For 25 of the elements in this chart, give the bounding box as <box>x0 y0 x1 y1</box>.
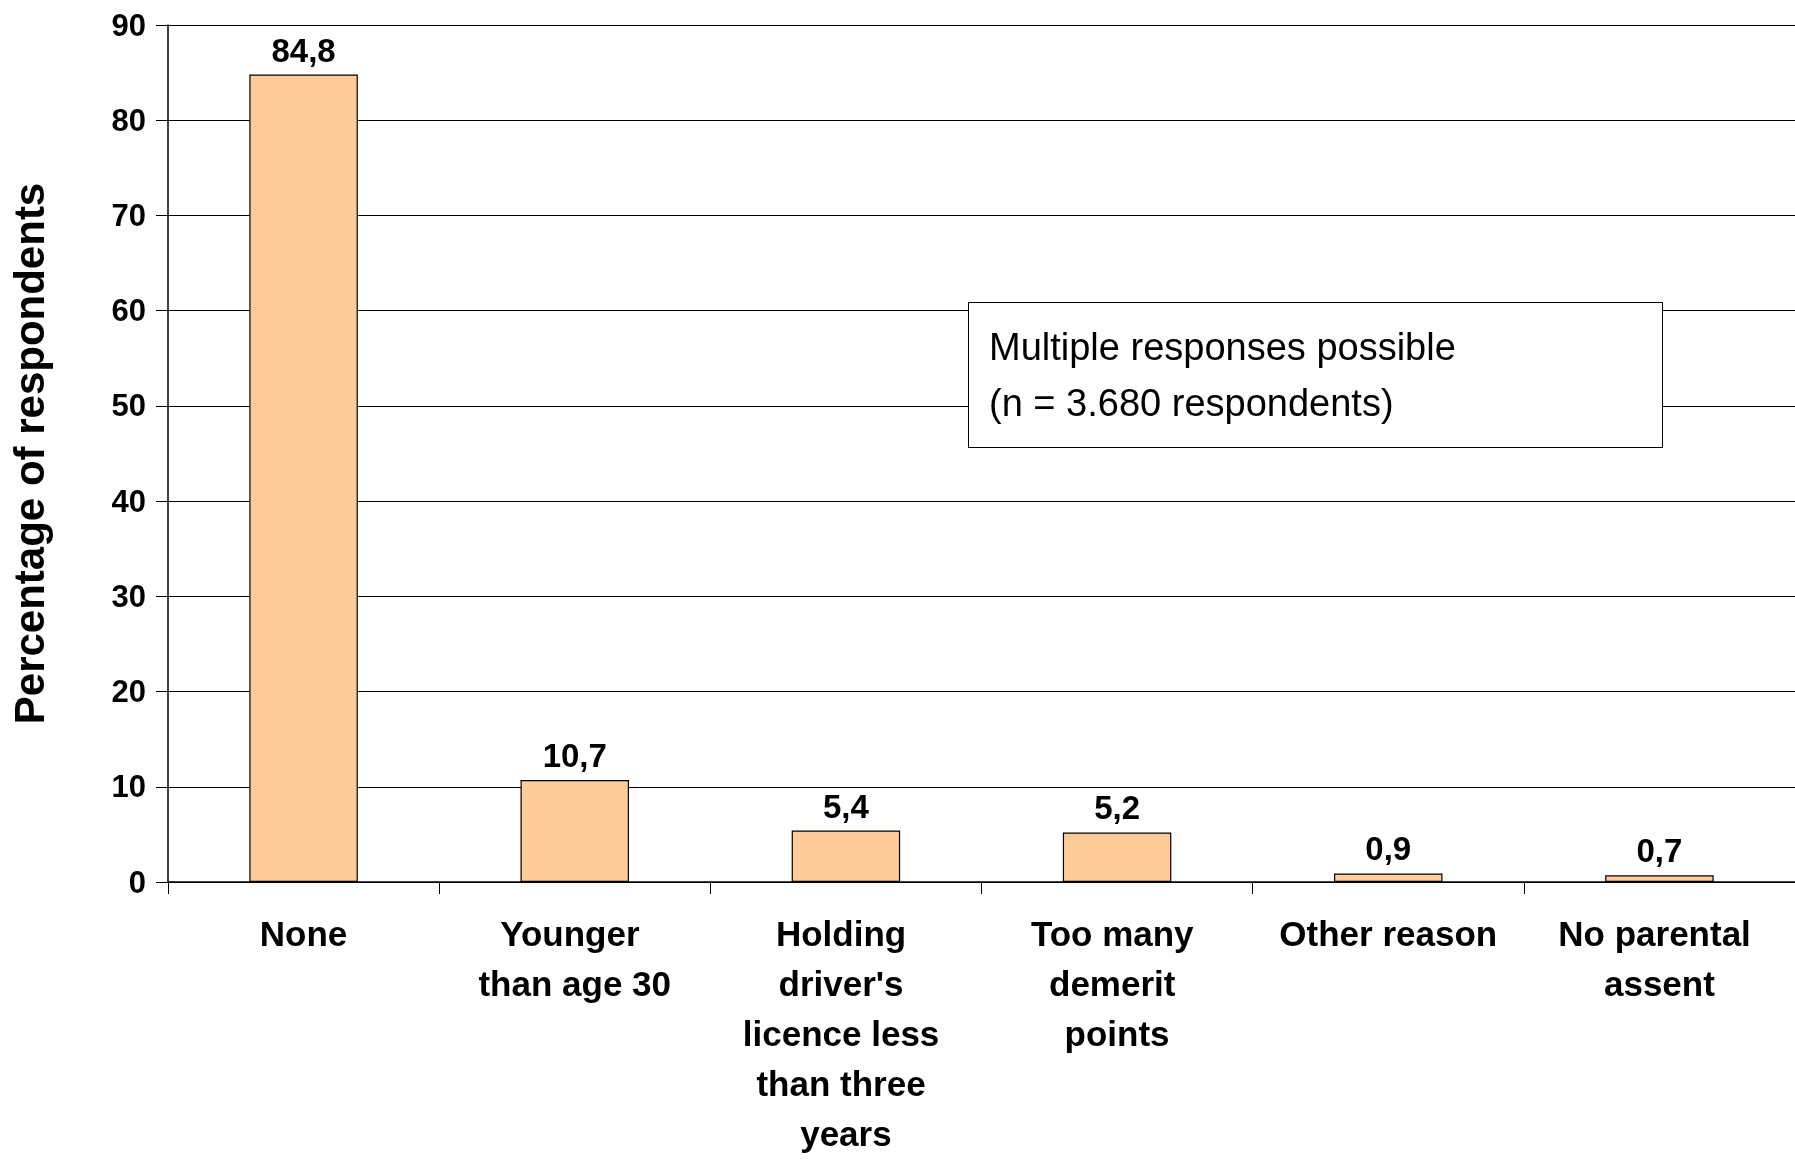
data-label: 5,4 <box>822 787 870 825</box>
x-tick-label: Other reason <box>1279 913 1498 953</box>
data-label: 0,7 <box>1636 832 1683 870</box>
y-tick-label: 90 <box>111 7 146 43</box>
x-tick-label: None <box>259 913 348 953</box>
data-label: 84,8 <box>271 31 336 69</box>
y-tick-label: 20 <box>111 674 146 710</box>
data-label: 5,2 <box>1094 789 1141 827</box>
y-tick-label: 30 <box>111 578 146 614</box>
y-tick-label: 40 <box>111 483 146 519</box>
x-tick-label: Holding driver's licence less than three years <box>742 913 950 1153</box>
x-tick-label: Too many demerit points <box>1030 913 1204 1053</box>
y-tick-label: 70 <box>111 197 146 233</box>
y-tick-label: 60 <box>111 293 146 329</box>
y-tick-label: 80 <box>111 102 146 138</box>
note-box: Multiple responses possible (n = 3.680 respondents) <box>968 302 1663 448</box>
y-tick-label: 50 <box>111 388 146 424</box>
y-tick-label: 10 <box>111 769 146 805</box>
y-tick-label: 0 <box>128 864 146 900</box>
y-axis-title: Percentage of respondents <box>5 182 53 725</box>
x-tick-label: Younger than age 30 <box>478 913 672 1003</box>
annotation: Multiple responses possible (n = 3.680 respondents) <box>989 326 1456 424</box>
x-tick-label: No parental assent <box>1558 913 1761 1003</box>
data-label: 10,7 <box>542 737 607 775</box>
data-label: 0,9 <box>1365 830 1412 868</box>
